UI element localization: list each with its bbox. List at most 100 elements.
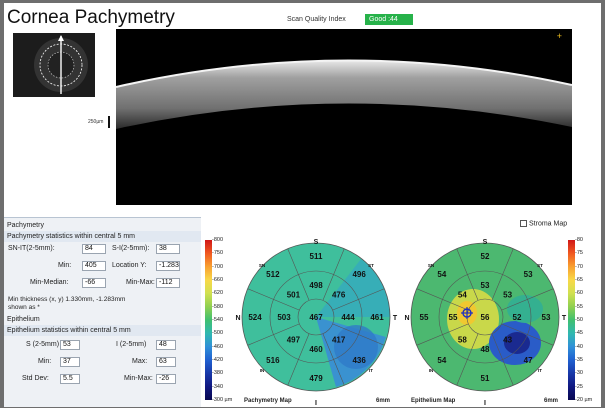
epithelium-map-caption: Epithelium Map	[411, 398, 456, 404]
epithelium-map[interactable]: 56 53 52 53 53 52 53 43 47 48 51 58 54 55 55 54 54 S I N T SN…	[403, 235, 568, 407]
temporal-region	[316, 259, 390, 317]
color-bar-tick-label: -460	[212, 343, 224, 350]
sector-divider	[456, 333, 479, 386]
outer-sector-value-t: 461	[370, 313, 384, 322]
inner-sector-value-n: 55	[449, 313, 458, 322]
color-bar-tick-label: -55	[575, 303, 583, 310]
scan-thumbnail[interactable]	[13, 33, 95, 97]
pachy-min-label: Min:	[58, 262, 72, 269]
color-bar-tick-label: -50	[575, 317, 583, 323]
sector-divider	[416, 288, 469, 311]
stroma-map-checkbox[interactable]	[520, 220, 527, 227]
thinnest-region	[504, 332, 530, 354]
inner-sector-value-st: 53	[503, 290, 512, 299]
color-bar-tick-label: -540	[212, 317, 224, 323]
middle-ring	[438, 270, 532, 364]
direction-superonasal: SN	[259, 263, 265, 268]
epithelium-stats-title: Epithelium statistics within central 5 m…	[4, 325, 201, 336]
outer-sector-value-in: 54	[437, 356, 446, 365]
color-bar-tick-label: -580	[212, 303, 224, 310]
direction-temporal: T	[393, 315, 398, 322]
epi-i-field[interactable]: 48	[156, 340, 176, 350]
epi-s-field[interactable]: 53	[60, 340, 80, 350]
epi-min-max-field[interactable]: -26	[156, 374, 176, 384]
middle-ring	[269, 270, 363, 364]
color-bar-tick-label: -420	[212, 357, 224, 363]
outer-sector-value-n: 524	[248, 313, 262, 322]
color-bar-tick-label: -380	[212, 370, 224, 377]
temporal-region	[507, 295, 543, 323]
outer-sector-value-it: 47	[524, 356, 533, 365]
s-i-label: S-I(2-5mm):	[112, 245, 150, 252]
sector-divider	[322, 333, 345, 386]
pachymetry-map-caption: Pachymetry Map	[244, 398, 292, 404]
inner-ring	[297, 298, 335, 336]
inner-sector-value-s: 498	[309, 281, 323, 290]
outer-sector-value-st: 53	[524, 270, 533, 279]
s-i-value-field[interactable]: 38	[156, 244, 180, 254]
outer-sector-value-st: 496	[352, 270, 366, 279]
report-page: Cornea Pachymetry Scan Quality Index Goo…	[4, 3, 601, 407]
inner-sector-value-sn: 501	[287, 290, 301, 299]
epithelium-color-bar	[568, 240, 575, 400]
epi-max-field[interactable]: 63	[156, 357, 176, 367]
color-bar-tick-label: -45	[575, 330, 583, 337]
pachy-min-field[interactable]: 405	[82, 261, 106, 271]
epi-min-field[interactable]: 37	[60, 357, 80, 367]
direction-superotemporal: ST	[537, 263, 543, 268]
color-bar-tick-label: -80	[575, 237, 583, 243]
inner-sector-value-i: 460	[309, 345, 323, 354]
direction-nasal: N	[235, 315, 240, 322]
direction-superotemporal: ST	[368, 263, 374, 268]
pachymetry-map[interactable]: 467 498 511 476 496 444 461 417 436 460 479 497 516 5…	[234, 235, 399, 407]
scan-quality-label: Scan Quality Index	[287, 16, 346, 23]
outer-sector-value-t: 53	[542, 313, 551, 322]
outer-sector-value-i: 479	[309, 374, 323, 383]
outer-ring	[410, 242, 560, 392]
color-bar-tick-label: -340	[212, 383, 224, 390]
sector-divider	[501, 323, 554, 346]
epi-std-field[interactable]: 5.5	[60, 374, 80, 384]
color-bar-tick-label: -500	[212, 330, 224, 337]
sn-it-label: SN-IT(2-5mm):	[8, 245, 55, 252]
color-bar-tick-label: -300 µm	[212, 397, 233, 403]
direction-temporal: T	[562, 315, 567, 322]
min-median-label: Min-Median:	[30, 279, 69, 286]
pachymetry-stats-title: Pachymetry statistics within central 5 m…	[4, 231, 201, 242]
epi-i-label: I (2-5mm)	[116, 341, 147, 348]
sector-divider	[247, 323, 300, 346]
inner-sector-value-t: 52	[513, 313, 522, 322]
sector-divider	[247, 288, 300, 311]
sn-it-value-field[interactable]: 84	[82, 244, 106, 254]
direction-inferior: I	[484, 400, 486, 407]
color-bar-tick-label: -30	[575, 370, 583, 377]
min-median-field[interactable]: -66	[82, 278, 106, 288]
direction-inferonasal: IN	[429, 368, 434, 373]
oct-scale-label: 250µm	[88, 119, 104, 125]
epi-s-label: S (2-5mm)	[26, 341, 60, 348]
pachy-min-max-field[interactable]: -112	[156, 278, 180, 288]
direction-inferior: I	[315, 400, 317, 407]
epi-std-label: Std Dev:	[22, 375, 49, 382]
outer-sector-value-s: 52	[481, 252, 490, 261]
epi-min-label: Min:	[38, 358, 52, 365]
outer-sector-value-sn: 54	[437, 270, 446, 279]
thinnest-region	[334, 325, 378, 369]
color-bar-tick-label: -25	[575, 383, 583, 390]
direction-inferonasal: IN	[260, 368, 265, 373]
outer-sector-value-s: 511	[310, 252, 323, 261]
min-thickness-note: Min thickness (x, y) 1.330mm, -1.283mm	[8, 296, 126, 303]
scan-quality-badge: Good :44	[365, 14, 413, 25]
stroma-map-toggle[interactable]: Stroma Map	[520, 220, 567, 227]
location-y-field[interactable]: -1.283	[156, 261, 180, 271]
statistics-panel: Pachymetry Pachymetry statistics within …	[4, 217, 201, 407]
color-bar-tick-label: -700	[212, 263, 224, 270]
sector-divider	[416, 323, 469, 346]
epithelium-section-title: Epithelium	[7, 316, 40, 323]
direction-superior: S	[483, 239, 488, 246]
oct-bscan-image[interactable]: +	[116, 29, 572, 205]
outer-ring	[241, 242, 391, 392]
sector-divider	[322, 248, 345, 301]
inner-sector-value-st: 476	[332, 290, 346, 299]
location-y-label: Location Y:	[112, 262, 147, 269]
